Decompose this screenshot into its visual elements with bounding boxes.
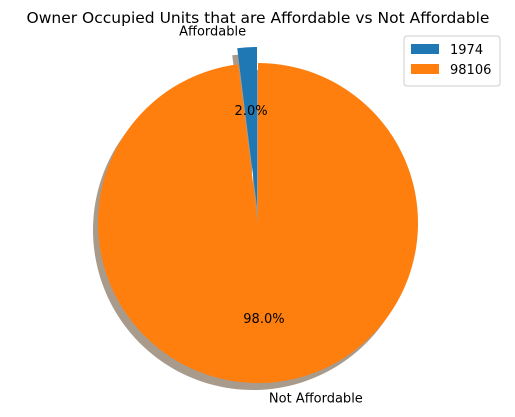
legend-swatch-98106	[411, 64, 439, 74]
percent-label-affordable: 2.0%	[235, 104, 268, 119]
legend-swatch-1974	[411, 44, 439, 54]
legend: 1974 98106	[403, 35, 501, 87]
slice-label-affordable: Affordable	[179, 24, 246, 39]
slice-affordable	[237, 47, 258, 208]
percent-label-not-affordable: 98.0%	[243, 312, 284, 327]
slice-not-affordable	[97, 63, 418, 383]
pie-slices	[97, 47, 418, 383]
percent-labels: 2.0% 98.0%	[235, 104, 285, 327]
legend-label-1974: 1974	[450, 43, 483, 58]
legend-label-98106: 98106	[450, 63, 491, 78]
chart-title: Owner Occupied Units that are Affordable…	[27, 9, 490, 27]
slice-labels: Affordable Not Affordable	[179, 24, 363, 406]
slice-label-not-affordable: Not Affordable	[269, 392, 363, 407]
